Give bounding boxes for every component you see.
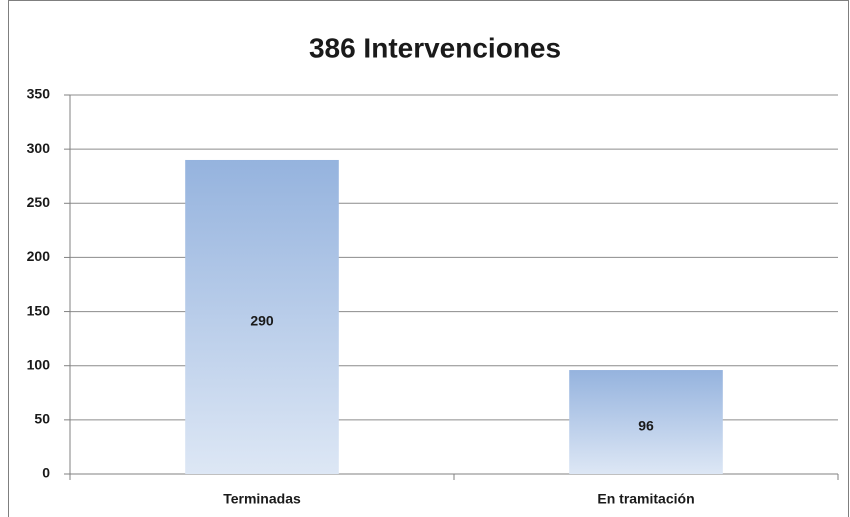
y-tick-label: 0	[42, 465, 50, 481]
bar	[185, 159, 339, 474]
y-tick-label: 350	[27, 86, 51, 102]
x-tick-label: En tramitación	[597, 491, 694, 507]
y-tick-label: 100	[27, 356, 51, 372]
x-tick-label: Terminadas	[223, 491, 301, 507]
y-tick-label: 150	[27, 302, 51, 318]
chart-title: 386 Intervenciones	[309, 32, 561, 63]
data-label: 96	[638, 418, 654, 434]
data-label: 290	[250, 313, 274, 329]
bar	[569, 370, 723, 474]
y-tick-label: 50	[34, 411, 50, 427]
y-tick-label: 300	[27, 140, 51, 156]
y-tick-label: 200	[27, 248, 51, 264]
y-tick-label: 250	[27, 194, 51, 210]
